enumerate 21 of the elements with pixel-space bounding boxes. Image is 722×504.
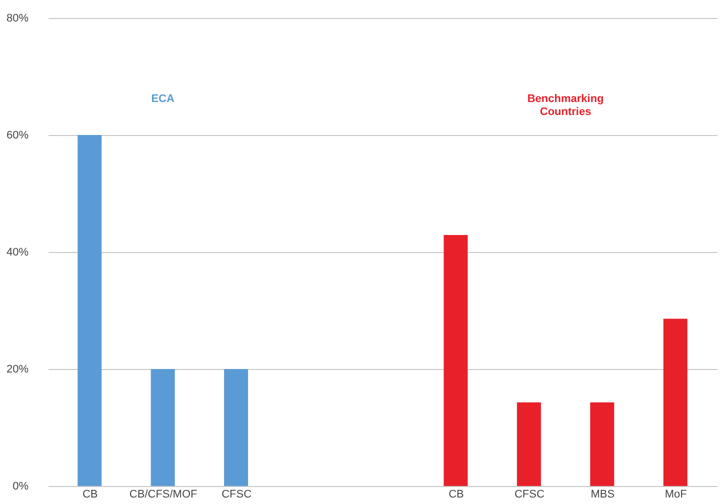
y-tick-label: 80% — [6, 12, 29, 24]
x-tick-label: MoF — [664, 488, 688, 500]
bar — [444, 235, 468, 486]
bar — [590, 402, 614, 486]
bar — [516, 402, 541, 486]
text: Benchmarking Countries — [527, 93, 604, 118]
bar — [78, 135, 102, 486]
bar — [150, 369, 175, 486]
bar — [663, 318, 688, 486]
x-tick-label: CFSC — [514, 488, 544, 500]
x-tick-label: CFSC — [222, 488, 252, 500]
bar — [224, 369, 248, 486]
x-tick-label: CB — [82, 488, 98, 500]
y-tick-label: 0% — [12, 480, 29, 492]
text: ECA — [151, 93, 174, 105]
y-tick-label: 20% — [6, 364, 29, 376]
x-tick-label: CB/CFS/MOF — [129, 488, 198, 500]
y-tick-label: 60% — [6, 130, 29, 142]
x-tick-label: MBS — [590, 488, 615, 500]
y-tick-label: 40% — [6, 246, 29, 258]
x-tick-label: CB — [448, 488, 464, 500]
